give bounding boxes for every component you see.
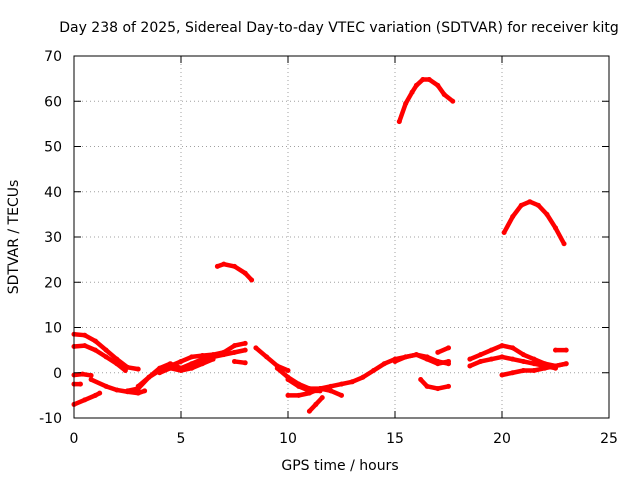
point-band xyxy=(93,390,102,398)
point-band xyxy=(232,347,248,355)
point-band xyxy=(88,377,109,389)
series-arc-24 xyxy=(553,347,569,353)
point-band xyxy=(146,365,162,380)
series-arc-18 xyxy=(418,377,451,392)
point-band xyxy=(313,395,325,407)
series-arc-04 xyxy=(71,381,83,387)
point-band xyxy=(544,212,558,231)
series-arc-03 xyxy=(71,371,94,378)
series-arc-08 xyxy=(135,347,248,389)
x-tick-label: 25 xyxy=(600,431,618,447)
series-arc-19 xyxy=(435,345,451,355)
point-band xyxy=(553,225,567,247)
x-tick-label: 10 xyxy=(279,431,297,447)
point-band xyxy=(114,361,128,373)
y-axis-label: SDTVAR / TECUs xyxy=(6,180,22,295)
point-band xyxy=(328,388,344,398)
point-band xyxy=(501,214,515,235)
x-tick-label: 20 xyxy=(493,431,511,447)
series-arc-12 xyxy=(253,345,291,373)
x-tick-label: 5 xyxy=(177,431,186,447)
series-arc-02 xyxy=(71,343,128,373)
point-band xyxy=(253,345,269,360)
point-band xyxy=(441,92,456,104)
y-tick-label: 40 xyxy=(44,185,62,201)
point-band xyxy=(397,101,408,124)
point-band xyxy=(232,359,248,366)
point-band xyxy=(275,365,291,380)
series-arc-10 xyxy=(232,358,248,366)
series-arc-15 xyxy=(285,386,344,398)
y-tick-label: 60 xyxy=(44,94,62,110)
axis-ticks xyxy=(73,55,610,419)
series-arc-23 xyxy=(499,361,569,378)
point-band xyxy=(435,345,451,355)
series-arc-20 xyxy=(396,77,456,125)
point-band xyxy=(135,388,147,396)
series-arc-17 xyxy=(392,352,451,367)
tick-labels: 0 5 10 15 20 25 -10 0 10 20 30 40 50 60 70 xyxy=(39,49,618,447)
y-tick-label: 30 xyxy=(44,230,62,246)
point-band xyxy=(435,384,451,391)
point-band xyxy=(264,354,280,369)
series-arc-25 xyxy=(501,199,567,247)
point-band xyxy=(200,356,216,366)
y-tick-label: 10 xyxy=(44,321,62,337)
y-tick-label: 50 xyxy=(44,140,62,156)
point-band xyxy=(232,341,248,348)
x-axis-label: GPS time / hours xyxy=(281,458,398,474)
point-band xyxy=(435,359,451,366)
point-band xyxy=(80,371,94,378)
x-tick-label: 0 xyxy=(70,431,79,447)
point-band xyxy=(125,365,141,372)
point-band xyxy=(242,270,254,283)
point-band xyxy=(510,203,524,219)
y-tick-label: 20 xyxy=(44,275,62,291)
series-arc-11 xyxy=(214,261,255,283)
series-arc-09 xyxy=(157,356,216,376)
y-tick-label: 70 xyxy=(44,49,62,65)
grid-lines xyxy=(74,56,609,418)
point-band xyxy=(93,338,109,353)
x-tick-label: 15 xyxy=(386,431,404,447)
point-band xyxy=(135,375,152,389)
y-tick-label: -10 xyxy=(39,411,62,427)
point-band xyxy=(103,347,120,362)
series-arc-16 xyxy=(306,395,325,414)
point-band xyxy=(553,361,569,369)
y-tick-label: 0 xyxy=(53,366,62,382)
chart-title: Day 238 of 2025, Sidereal Day-to-day VTE… xyxy=(59,20,619,36)
series-arc-01 xyxy=(71,331,141,372)
data-points xyxy=(71,77,569,414)
